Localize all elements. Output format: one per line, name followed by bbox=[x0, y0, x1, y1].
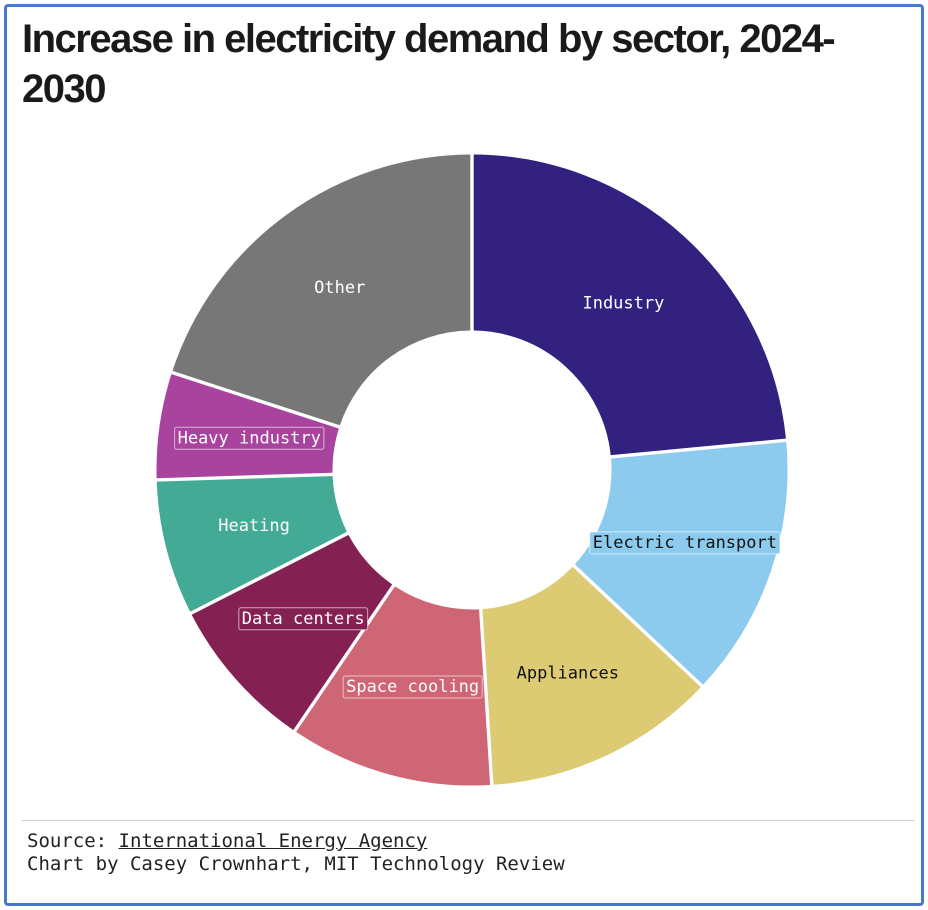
slice-label-text: Data centers bbox=[242, 609, 365, 629]
slice-label-other: Other bbox=[314, 278, 365, 298]
slice-label-appliances: Appliances bbox=[517, 664, 619, 684]
slice-label-background bbox=[238, 607, 369, 631]
chart-title: Increase in electricity demand by sector… bbox=[22, 17, 836, 111]
slice-label-text: Space cooling bbox=[346, 677, 479, 697]
slice-other[interactable] bbox=[172, 154, 471, 426]
slice-label-text: Other bbox=[314, 278, 365, 298]
slice-electric-transport[interactable] bbox=[575, 442, 788, 685]
slice-label-heavy-industry: Heavy industry bbox=[174, 426, 325, 450]
slice-label-data-centers: Data centers bbox=[238, 607, 369, 631]
slice-data-centers[interactable] bbox=[191, 535, 392, 730]
slice-label-space-cooling: Space cooling bbox=[342, 675, 483, 699]
slice-appliances[interactable] bbox=[482, 566, 701, 785]
chart-credit: Chart by Casey Crownhart, MIT Technology… bbox=[27, 853, 565, 875]
slice-label-text: Heavy industry bbox=[178, 428, 321, 448]
slice-label-background bbox=[342, 675, 483, 699]
slice-label-text: Industry bbox=[582, 294, 664, 314]
slice-heavy-industry[interactable] bbox=[156, 374, 339, 479]
slice-label-heating: Heating bbox=[218, 516, 290, 536]
slice-label-background bbox=[174, 426, 325, 450]
slice-label-text: Electric transport bbox=[593, 533, 777, 553]
source-link[interactable]: International Energy Agency bbox=[118, 830, 428, 852]
slice-label-electric-transport: Electric transport bbox=[589, 531, 781, 555]
slice-label-industry: Industry bbox=[582, 294, 664, 314]
slice-heating[interactable] bbox=[156, 476, 347, 612]
footer-divider bbox=[22, 820, 914, 821]
chart-footer: Source: International Energy Agency Char… bbox=[27, 830, 565, 876]
slice-label-background bbox=[589, 531, 781, 555]
slice-industry[interactable] bbox=[473, 154, 786, 456]
slice-label-text: Appliances bbox=[517, 664, 619, 684]
slice-label-text: Heating bbox=[218, 516, 290, 536]
source-prefix: Source: bbox=[27, 830, 119, 852]
